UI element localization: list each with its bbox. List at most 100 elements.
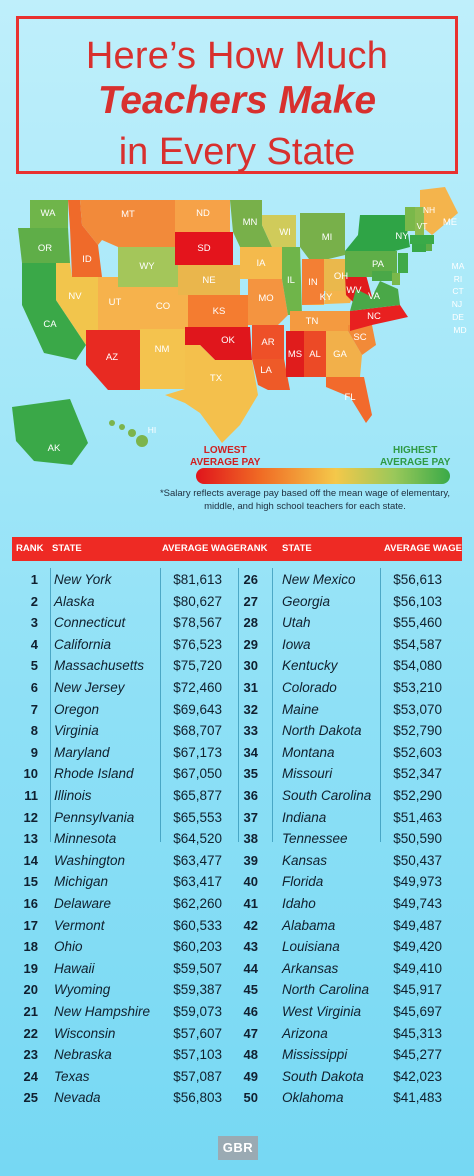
state-al [304, 331, 326, 377]
rank-cell: 11 [24, 788, 38, 803]
map-label-il: IL [287, 275, 295, 286]
table-row: 5 Massachusetts $75,720 [0, 658, 474, 679]
state-ct [412, 244, 426, 252]
state-cell: Oregon [54, 701, 100, 717]
rank-cell: 5 [30, 658, 38, 674]
map-label-mt: MT [121, 209, 135, 220]
rank-cell: 38 [243, 831, 258, 847]
header-state-right: STATE [282, 543, 312, 554]
rank-cell: 14 [23, 852, 38, 868]
table-row: 29 Iowa $54,587 [0, 637, 474, 658]
rank-cell: 48 [243, 1047, 258, 1063]
table-row: 43 Louisiana $49,420 [0, 939, 474, 960]
map-label-or: OR [38, 243, 52, 254]
state-cell: Arkansas [282, 960, 339, 976]
state-cell: Illinois [54, 788, 92, 803]
state-mi [300, 213, 345, 263]
map-label-fl: FL [344, 392, 355, 403]
rank-cell: 6 [30, 680, 38, 695]
map-label-co: CO [156, 301, 170, 312]
state-cell: Kansas [282, 852, 328, 868]
wage-cell: $57,103 [173, 1047, 222, 1063]
table-row: 8 Virginia $68,707 [0, 723, 474, 744]
rank-cell: 24 [23, 1068, 38, 1084]
table-row: 13 Minnesota $64,520 [0, 831, 474, 852]
state-cell: Nebraska [54, 1047, 112, 1063]
state-tn [290, 311, 350, 331]
rank-cell: 46 [243, 1004, 258, 1019]
rank-cell: 23 [23, 1047, 38, 1063]
divider-middle [238, 568, 239, 842]
state-ok [185, 327, 252, 360]
state-cell: Texas [54, 1068, 90, 1084]
table-row: 23 Nebraska $57,103 [0, 1047, 474, 1068]
state-ca [22, 263, 86, 360]
map-label-va: VA [368, 291, 381, 302]
legend-high-label: HIGHEST AVERAGE PAY [380, 445, 451, 468]
wage-cell: $56,613 [393, 572, 442, 587]
wage-cell: $60,203 [173, 939, 222, 955]
state-ga [326, 331, 362, 377]
state-cell: Massachusetts [54, 658, 145, 674]
wage-cell: $49,973 [393, 874, 442, 890]
state-wy [118, 247, 178, 287]
table-row: 20 Wyoming $59,387 [0, 982, 474, 1003]
state-cell: Virginia [54, 723, 99, 739]
state-nc [350, 305, 408, 331]
state-ma [410, 235, 434, 244]
table-row: 26 New Mexico $56,613 [0, 572, 474, 593]
state-cell: Wisconsin [54, 1025, 116, 1041]
wage-cell: $81,613 [173, 572, 222, 587]
state-cell: Maine [282, 701, 319, 717]
state-md [372, 271, 392, 281]
rank-cell: 3 [30, 615, 38, 631]
divider-right-wage [380, 568, 381, 842]
map-label-ma: MA [452, 261, 465, 271]
map-label-nh: NH [423, 205, 435, 215]
state-cell: Connecticut [54, 615, 126, 631]
state-va [350, 281, 400, 311]
state-cell: Mississippi [282, 1047, 348, 1063]
state-il [282, 247, 302, 315]
state-ny [345, 215, 410, 251]
map-label-al: AL [309, 349, 321, 360]
wage-cell: $76,523 [173, 636, 222, 652]
state-az [86, 330, 140, 390]
title-line-1: Here’s How Much [85, 35, 389, 77]
wage-cell: $65,877 [173, 788, 222, 803]
table-row: 50 Oklahoma $41,483 [0, 1090, 474, 1111]
rank-cell: 27 [243, 593, 258, 609]
state-ak [12, 399, 88, 465]
table-row: 27 Georgia $56,103 [0, 594, 474, 615]
rank-cell: 35 [243, 766, 258, 782]
divider-right-rank [272, 568, 273, 842]
table-row: 6 New Jersey $72,460 [0, 680, 474, 701]
rank-cell: 20 [23, 982, 38, 998]
state-cell: Oklahoma [282, 1090, 344, 1106]
wage-cell: $75,720 [173, 658, 222, 674]
state-sc [348, 325, 376, 355]
wage-cell: $50,437 [393, 852, 442, 868]
table-row: 16 Delaware $62,260 [0, 896, 474, 917]
map-label-ga: GA [333, 349, 347, 360]
map-label-az: AZ [106, 352, 118, 363]
wage-cell: $69,643 [173, 701, 222, 717]
state-cell: Vermont [54, 917, 105, 933]
wage-cell: $63,417 [173, 874, 222, 890]
table-row: 25 Nevada $56,803 [0, 1090, 474, 1111]
rank-cell: 15 [23, 874, 38, 890]
wage-cell: $78,567 [173, 615, 222, 631]
wage-cell: $67,050 [173, 766, 222, 782]
rank-cell: 12 [23, 809, 38, 825]
table-row: 48 Mississippi $45,277 [0, 1047, 474, 1068]
wage-cell: $53,070 [393, 701, 442, 717]
rank-cell: 33 [243, 723, 258, 739]
map-label-sd: SD [197, 243, 210, 254]
header-rank-right: RANK [240, 543, 268, 554]
rank-cell: 43 [243, 939, 258, 955]
rank-cell: 36 [243, 788, 258, 803]
state-cell: Michigan [54, 874, 109, 890]
table-row: 36 South Carolina $52,290 [0, 788, 474, 809]
rank-cell: 50 [243, 1090, 258, 1106]
rank-cell: 21 [23, 1004, 38, 1019]
